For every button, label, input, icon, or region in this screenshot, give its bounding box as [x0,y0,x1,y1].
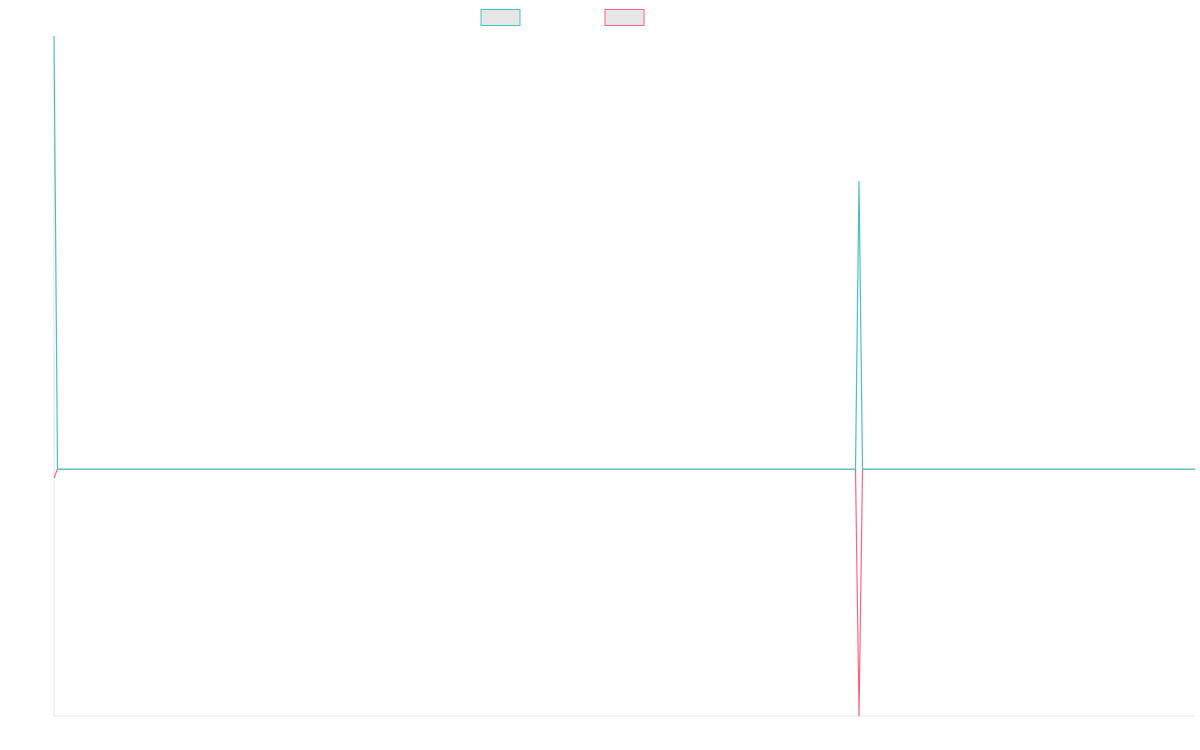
legend-swatch[interactable] [480,9,521,26]
legend-swatch[interactable] [604,9,645,26]
series-line [53,35,1195,470]
series-line [53,468,1195,717]
